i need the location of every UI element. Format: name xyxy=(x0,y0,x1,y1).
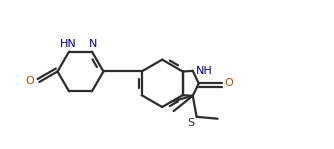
Text: N: N xyxy=(89,39,97,49)
Text: O: O xyxy=(26,76,34,86)
Text: NH: NH xyxy=(196,66,212,76)
Text: HN: HN xyxy=(60,39,76,49)
Text: O: O xyxy=(225,78,233,88)
Text: S: S xyxy=(187,118,195,128)
